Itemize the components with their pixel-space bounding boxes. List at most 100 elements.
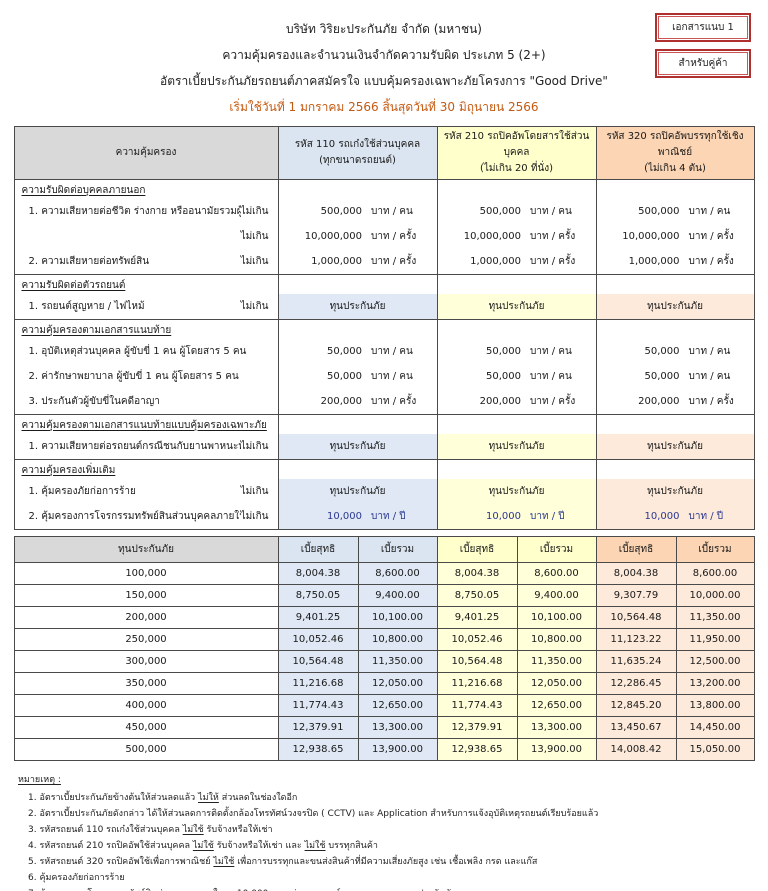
coverage-section-title: ความคุ้มครองตามเอกสารแนบท้ายแบบคุ้มครองเ… bbox=[21, 420, 267, 431]
coverage-title-spacer bbox=[279, 180, 437, 199]
coverage-section-row: ความคุ้มครองเพิ่มเติม 1. คุ้มครองภัยก่อกา… bbox=[13, 459, 755, 530]
coverage-section-row: ความคุ้มครองตามเอกสารแนบท้ายแบบคุ้มครองเ… bbox=[13, 414, 755, 460]
coverage-value-amount: 200,000 bbox=[320, 396, 362, 407]
coverage-value-cell: ทุนประกันภัย 10,000 บาท / ปี bbox=[595, 459, 755, 530]
coverage-value-row: 50,000 บาท / คน bbox=[438, 339, 596, 364]
coverage-row: 1. ความเสียหายต่อรถยนต์กรณีชนกับยานพาหนะ… bbox=[15, 434, 278, 459]
premium-sub-header: เบี้ยสุทธิ bbox=[595, 536, 677, 563]
footnote-segment: 7. คุ้มครองการโจรกรรมทรัพย์สินส่วนบุคคลภ… bbox=[28, 889, 456, 891]
coverage-value-row: ทุนประกันภัย bbox=[278, 434, 437, 459]
coverage-value-row: 500,000 บาท / คน bbox=[438, 199, 596, 224]
premium-value: 10,564.48 bbox=[595, 606, 677, 629]
premium-sub-header: เบี้ยรวม bbox=[675, 536, 755, 563]
coverage-row-label: 1. คุ้มครองภัยก่อการร้าย bbox=[28, 486, 136, 497]
coverage-row-label: 3. ประกันตัวผู้ขับขี่ในคดีอาญา bbox=[28, 396, 160, 407]
sum-insured-value: 250,000 bbox=[13, 628, 279, 651]
footnote-item: 6. คุ้มครองภัยก่อการร้าย bbox=[18, 873, 125, 883]
coverage-title-spacer bbox=[279, 275, 437, 294]
premium-value: 13,200.00 bbox=[675, 672, 755, 695]
coverage-title-spacer bbox=[597, 460, 754, 479]
coverage-row-limit: ไม่เกิน bbox=[240, 441, 269, 452]
coverage-section-title: ความคุ้มครองตามเอกสารแนบท้าย bbox=[21, 325, 172, 336]
premium-value: 11,350.00 bbox=[516, 650, 597, 673]
premium-value: 13,900.00 bbox=[516, 738, 597, 761]
coverage-row-label: 2. ความเสียหายต่อทรัพย์สิน bbox=[28, 256, 150, 267]
coverage-row-label: 2. ค่ารักษาพยาบาล ผู้ขับขี่ 1 คน ผู้โดยส… bbox=[28, 371, 239, 382]
footnote-segment: บรรทุกสินค้า bbox=[325, 841, 378, 851]
coverage-value-row: ทุนประกันภัย bbox=[437, 294, 596, 319]
footnotes-title: หมายเหตุ : bbox=[18, 775, 61, 785]
footnote-segment: 4. รหัสรถยนต์ 210 รถปิคอัพใช้ส่วนบุคคล bbox=[28, 841, 193, 851]
coverage-value-amount: 1,000,000 bbox=[470, 256, 521, 267]
coverage-row: ไม่เกิน bbox=[15, 224, 278, 249]
premium-value: 12,650.00 bbox=[516, 694, 597, 717]
coverage-value-amount: 10,000 bbox=[644, 511, 680, 522]
premium-value: 12,938.65 bbox=[436, 738, 518, 761]
footnote-segment: ไม่ใช้ bbox=[213, 857, 235, 867]
coverage-value-amount: 10,000,000 bbox=[622, 231, 680, 242]
coverage-row: 1. อุบัติเหตุส่วนบุคคล ผู้ขับขี่ 1 คน ผู… bbox=[15, 339, 278, 364]
premium-value: 11,350.00 bbox=[357, 650, 438, 673]
premium-value: 11,635.24 bbox=[595, 650, 677, 673]
coverage-value-amount: 50,000 bbox=[327, 346, 362, 357]
coverage-row-limit: ไม่เกิน bbox=[240, 511, 269, 522]
coverage-value-amount: 1,000,000 bbox=[628, 256, 680, 267]
premium-value: 10,800.00 bbox=[357, 628, 438, 651]
coverage-section-title: ความรับผิดต่อตัวรถยนต์ bbox=[21, 280, 126, 291]
coverage-section-label-cell: ความรับผิดต่อตัวรถยนต์ 1. รถยนต์สูญหาย / … bbox=[13, 274, 279, 320]
premium-sub-header: เบี้ยสุทธิ bbox=[436, 536, 518, 563]
coverage-title-spacer bbox=[279, 460, 437, 479]
footnote-line: 1. อัตราเบี้ยประกันภัยข้างต้นให้ส่วนลดแล… bbox=[18, 790, 768, 806]
coverage-value-unit: บาท / ครั้ง bbox=[688, 231, 734, 242]
vehicle-column-header: รหัส 210 รถปิคอัพโดยสารใช้ส่วนบุคคล (ไม่เ… bbox=[436, 126, 597, 180]
sum-insured-value: 350,000 bbox=[13, 672, 279, 695]
coverage-value-row: 500,000 บาท / คน bbox=[597, 199, 754, 224]
footnote-line: 5. รหัสรถยนต์ 320 รถปิคอัพใช้เพื่อการพาณ… bbox=[18, 854, 768, 870]
vehicle-column-line2: (ทุกขนาดรถยนต์) bbox=[319, 155, 396, 166]
coverage-row: 2. ความเสียหายต่อทรัพย์สิน ไม่เกิน bbox=[15, 249, 278, 274]
vehicle-column-line1: รหัส 320 รถปิคอัพบรรทุกใช้เชิงพาณิชย์ bbox=[606, 131, 744, 158]
premium-row: 500,000 12,938.65 13,900.00 12,938.65 13,900… bbox=[13, 738, 755, 761]
coverage-value-cell: ทุนประกันภัย bbox=[277, 414, 438, 460]
vehicle-column-line2: (ไม่เกิน 4 ตัน) bbox=[644, 163, 706, 174]
coverage-title-spacer bbox=[438, 275, 596, 294]
coverage-value-amount: 1,000,000 bbox=[311, 256, 362, 267]
coverage-value-unit: บาท / ครั้ง bbox=[371, 396, 417, 407]
coverage-value-cell: ทุนประกันภัย bbox=[436, 414, 597, 460]
coverage-title-spacer bbox=[438, 415, 596, 434]
rate-title: อัตราเบี้ยประกันภัยรถยนต์ภาคสมัครใจ แบบค… bbox=[160, 74, 608, 88]
coverage-value-cell: 500,000 บาท / คน 10,000,000 บาท / ครั้ง 1,00… bbox=[277, 179, 438, 275]
coverage-section-row: ความรับผิดต่อตัวรถยนต์ 1. รถยนต์สูญหาย / … bbox=[13, 274, 755, 320]
coverage-value-cell: 50,000 บาท / คน 50,000 บาท / คน 200,000 บาท /… bbox=[595, 319, 755, 415]
coverage-value-cell: ทุนประกันภัย bbox=[595, 414, 755, 460]
coverage-value-row: 200,000 บาท / ครั้ง bbox=[438, 389, 596, 414]
premium-value: 12,845.20 bbox=[595, 694, 677, 717]
premium-value: 15,050.00 bbox=[675, 738, 755, 761]
vehicle-column-header: รหัส 110 รถเก๋งใช้ส่วนบุคคล (ทุกขนาดรถยนต… bbox=[277, 126, 438, 180]
sum-insured-value: 400,000 bbox=[13, 694, 279, 717]
footnote-item: 1. อัตราเบี้ยประกันภัยข้างต้นให้ส่วนลดแล… bbox=[18, 793, 297, 803]
footnote-segment: ไม่ใช้ bbox=[304, 841, 326, 851]
coverage-value-amount: 50,000 bbox=[327, 371, 362, 382]
footnote-item: 4. รหัสรถยนต์ 210 รถปิคอัพใช้ส่วนบุคคล ไ… bbox=[18, 841, 378, 851]
coverage-value-row: ทุนประกันภัย bbox=[596, 434, 754, 459]
coverage-value-row: 10,000,000 บาท / ครั้ง bbox=[279, 224, 437, 249]
premium-value: 9,401.25 bbox=[277, 606, 359, 629]
footnote-line: 4. รหัสรถยนต์ 210 รถปิคอัพใช้ส่วนบุคคล ไ… bbox=[18, 838, 768, 854]
premium-value: 10,100.00 bbox=[357, 606, 438, 629]
coverage-section-label-cell: ความคุ้มครองตามเอกสารแนบท้าย 1. อุบัติเหต… bbox=[13, 319, 279, 415]
coverage-row-limit: ไม่เกิน bbox=[240, 486, 269, 497]
coverage-value-cell: ทุนประกันภัย 10,000 บาท / ปี bbox=[277, 459, 438, 530]
premium-sub-header: เบี้ยรวม bbox=[516, 536, 597, 563]
coverage-value-row: 10,000 บาท / ปี bbox=[437, 504, 596, 529]
coverage-value-row: ทุนประกันภัย bbox=[437, 434, 596, 459]
sum-insured-value: 450,000 bbox=[13, 716, 279, 739]
coverage-title-spacer bbox=[597, 415, 754, 434]
footnote-item: 3. รหัสรถยนต์ 110 รถเก๋งใช้ส่วนบุคคล ไม่… bbox=[18, 825, 273, 835]
coverage-value-amount: 50,000 bbox=[644, 371, 680, 382]
premium-value: 11,123.22 bbox=[595, 628, 677, 651]
coverage-value-amount: 50,000 bbox=[486, 371, 521, 382]
premium-row: 400,000 11,774.43 12,650.00 11,774.43 12,650… bbox=[13, 694, 755, 717]
coverage-section-row: ความคุ้มครองตามเอกสารแนบท้าย 1. อุบัติเหต… bbox=[13, 319, 755, 415]
